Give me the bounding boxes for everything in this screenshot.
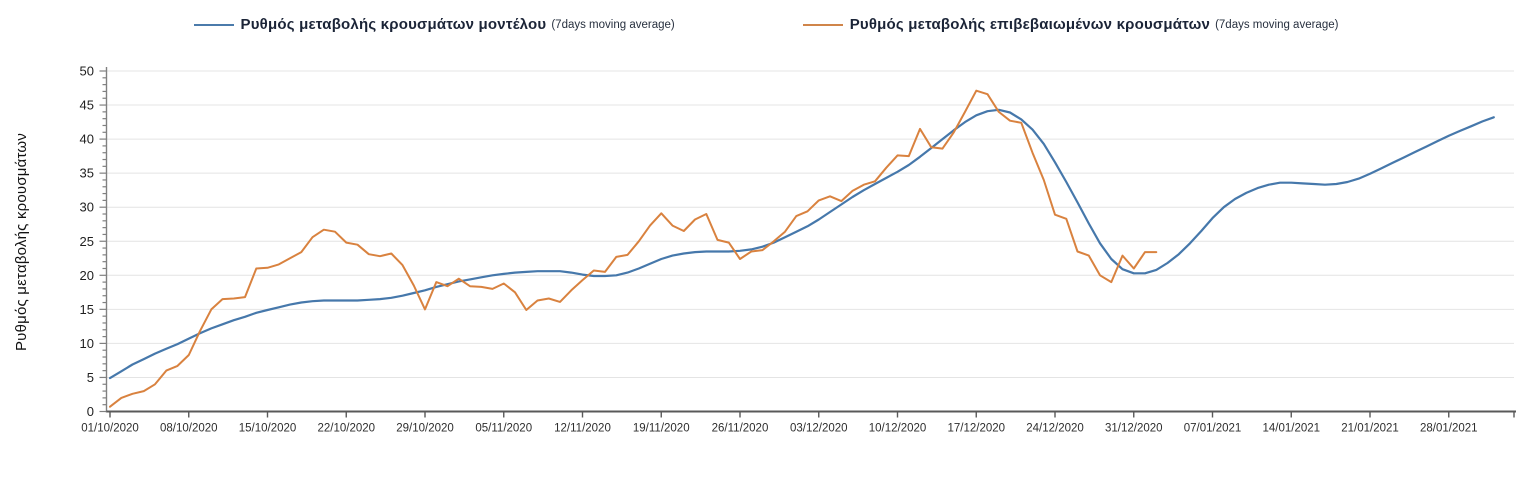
- x-tick-label: 26/11/2020: [712, 423, 769, 435]
- x-tick-label: 08/10/2020: [160, 423, 218, 435]
- x-tick-label: 19/11/2020: [633, 423, 690, 435]
- x-tick-label: 10/12/2020: [869, 423, 927, 435]
- x-tick-label: 28/01/2021: [1420, 423, 1478, 435]
- y-tick-label: 35: [80, 166, 94, 181]
- y-tick-label: 10: [80, 336, 94, 351]
- series-model-line: [108, 108, 1495, 380]
- x-tick-label: 12/11/2020: [554, 423, 611, 435]
- y-tick-label: 15: [80, 302, 94, 317]
- x-tick-label: 17/12/2020: [947, 423, 1005, 435]
- y-tick-label: 5: [87, 370, 94, 385]
- x-tick-label: 21/01/2021: [1341, 423, 1399, 435]
- y-tick-label: 50: [80, 64, 94, 79]
- y-tick-label: 40: [80, 132, 94, 147]
- x-axis: 01/10/2020 08/10/2020 15/10/2020 22/10/2020…: [81, 410, 1516, 435]
- gridlines: [106, 70, 1514, 378]
- x-tick-label: 14/01/2021: [1262, 423, 1320, 435]
- y-tick-label: 0: [87, 404, 94, 419]
- y-tick-label: 30: [80, 200, 94, 215]
- x-tick-label: 31/12/2020: [1105, 423, 1163, 435]
- y-axis-title: Ρυθμός μεταβολής κρουσμάτων: [13, 132, 30, 352]
- y-tick-label: 25: [80, 234, 94, 249]
- x-tick-label: 15/10/2020: [239, 423, 297, 435]
- x-tick-label: 24/12/2020: [1026, 423, 1084, 435]
- y-tick-label: 20: [80, 268, 94, 283]
- x-tick-label: 07/01/2021: [1184, 423, 1242, 435]
- x-tick-label: 22/10/2020: [317, 423, 375, 435]
- x-tick-label: 05/11/2020: [475, 423, 532, 435]
- y-axis: 0 5 10 15 20 25 30 35 40 45 50: [80, 64, 108, 419]
- x-tick-label: 29/10/2020: [396, 423, 454, 435]
- x-tick-label: 01/10/2020: [81, 423, 139, 435]
- x-tick-label: 03/12/2020: [790, 423, 848, 435]
- y-tick-label: 45: [80, 98, 94, 113]
- series-confirmed-line: [109, 89, 1158, 408]
